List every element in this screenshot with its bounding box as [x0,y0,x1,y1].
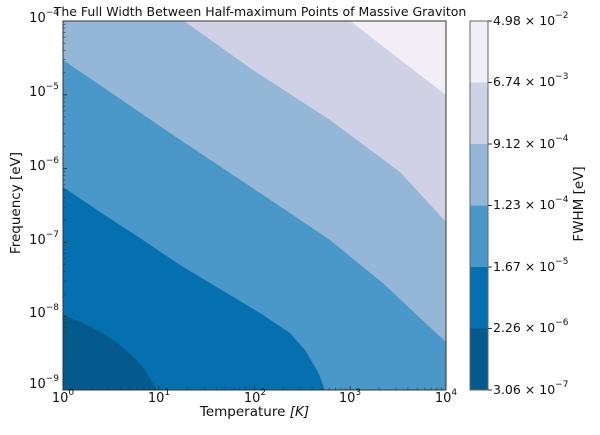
contour-regions [63,21,446,390]
y-axis-label: Frequency [eV] [8,151,24,255]
x-axis-minor-ticks [91,387,442,390]
colorbar-ticks [488,20,492,391]
colorbar [469,20,492,391]
y-tick-label: 10−5 [29,82,59,100]
y-tick-label: 10−4 [29,8,59,26]
chart-title: The Full Width Between Half-maximum Poin… [53,4,467,19]
colorbar-band-2 [470,267,488,329]
x-tick-label: 103 [338,388,362,406]
colorbar-tick-label: 3.06 × 10−7 [493,380,569,397]
colorbar-tick-label: 4.98 × 10−2 [493,11,569,28]
colorbar-band-6 [470,21,488,83]
colorbar-band-1 [470,328,488,390]
colorbar-band-3 [470,205,488,267]
x-axis-ticks [62,386,447,390]
y-tick-label: 10−8 [29,303,59,321]
y-tick-label: 10−6 [29,156,59,174]
x-tick-label: 101 [147,388,171,406]
x-tick-label: 100 [51,388,75,406]
contour-band-1 [63,316,157,390]
colorbar-tick-label: 6.74 × 10−3 [493,72,569,89]
x-axis-label: Temperature [K] [199,404,310,420]
colorbar-tick-label: 1.23 × 10−4 [493,195,569,212]
y-tick-label: 10−9 [29,374,59,392]
colorbar-label: FWHM [eV] [571,166,587,242]
colorbar-tick-label: 9.12 × 10−4 [493,134,569,151]
x-tick-label: 104 [434,388,458,406]
colorbar-tick-label: 1.67 × 10−5 [493,257,569,274]
colorbar-band-4 [470,144,488,206]
y-axis-ticks [63,20,67,391]
colorbar-band-5 [470,82,488,144]
x-tick-label: 102 [243,388,267,406]
colorbar-tick-label: 2.26 × 10−6 [493,318,569,335]
contour-band-2 [63,187,325,390]
y-axis-minor-ticks [63,23,66,369]
y-tick-label: 10−7 [29,230,59,248]
